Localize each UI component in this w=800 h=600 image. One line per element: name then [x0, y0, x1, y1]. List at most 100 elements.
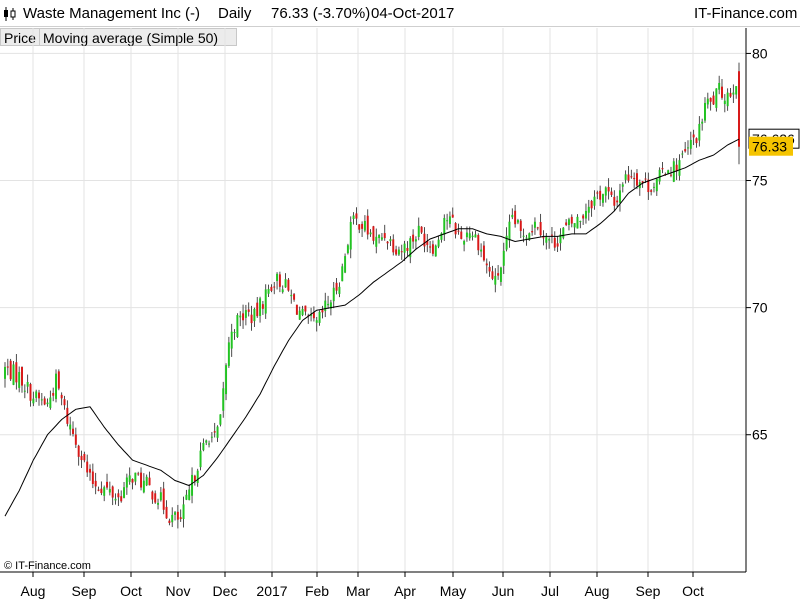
candle-down	[627, 174, 630, 181]
candle-down	[38, 392, 40, 399]
candle-up	[389, 239, 392, 242]
candle-up	[380, 237, 383, 240]
candle-up	[134, 472, 137, 482]
candle-down	[148, 477, 151, 486]
candle-down	[250, 314, 253, 324]
candle-down	[709, 97, 712, 102]
candle-down	[57, 371, 60, 389]
candle-down	[72, 428, 75, 434]
candle-up	[652, 186, 655, 188]
candle-down	[635, 173, 638, 186]
candle-up	[437, 239, 440, 247]
candle-down	[644, 178, 647, 180]
candle-up	[318, 311, 321, 323]
candle-down	[633, 177, 636, 180]
candle-down	[140, 472, 143, 488]
candle-down	[77, 445, 80, 457]
candle-down	[582, 215, 585, 219]
candle-down	[242, 313, 245, 321]
candle-up	[174, 512, 177, 515]
candle-down	[355, 213, 358, 219]
candle-down	[531, 231, 534, 233]
candle-up	[284, 279, 287, 288]
candle-up	[123, 487, 126, 498]
candle-down	[650, 190, 653, 192]
candle-up	[548, 239, 551, 241]
candle-down	[321, 309, 324, 313]
x-tick-label: Jul	[541, 583, 559, 599]
candle-down	[261, 304, 264, 309]
candle-down	[361, 223, 364, 229]
candle-up	[233, 332, 236, 334]
candle-down	[420, 226, 423, 233]
candle-down	[372, 226, 375, 241]
candle-up	[587, 206, 590, 213]
candlestick-icon[interactable]	[3, 6, 17, 22]
candle-up	[332, 287, 335, 302]
candle-down	[692, 134, 695, 138]
candle-up	[417, 225, 420, 237]
candle-up	[706, 98, 709, 105]
candle-up	[601, 194, 604, 203]
candle-up	[49, 397, 52, 408]
candle-down	[383, 233, 386, 239]
candle-down	[482, 245, 485, 261]
candle-down	[400, 251, 403, 253]
y-tick-label: 65	[752, 427, 768, 443]
candle-down	[457, 230, 460, 232]
candle-up	[191, 474, 194, 496]
candle-down	[542, 237, 545, 239]
x-tick-label: Oct	[682, 583, 704, 599]
candle-down	[273, 286, 276, 288]
candle-up	[142, 480, 145, 493]
candle-up	[69, 424, 72, 430]
candle-down	[519, 220, 522, 231]
candle-down	[270, 286, 273, 291]
candle-up	[701, 121, 704, 124]
last-quote: 76.33 (-3.70%)	[271, 5, 371, 22]
candle-up	[239, 315, 242, 318]
candle-down	[312, 312, 315, 319]
candle-up	[344, 256, 347, 273]
candle-down	[366, 215, 369, 235]
candle-up	[46, 402, 49, 405]
candle-up	[352, 215, 355, 219]
candle-up	[103, 487, 106, 496]
candle-up	[55, 373, 57, 399]
candle-down	[661, 168, 664, 170]
candle-down	[100, 488, 103, 494]
candle-up	[735, 86, 738, 95]
candle-up	[471, 235, 474, 238]
candle-down	[193, 475, 196, 481]
candle-down	[477, 234, 480, 251]
x-tick-label: Aug	[21, 583, 46, 599]
candle-up	[159, 492, 162, 501]
candle-up	[559, 234, 562, 244]
candle-up	[210, 436, 213, 438]
candle-down	[550, 234, 553, 236]
candle-down	[247, 309, 250, 312]
legend-price[interactable]: Price	[0, 28, 40, 46]
candle-down	[63, 399, 66, 406]
candle-down	[21, 366, 23, 386]
candle-up	[310, 314, 313, 316]
candle-up	[35, 391, 38, 398]
candle-up	[718, 82, 721, 90]
x-tick-label: Sep	[72, 583, 97, 599]
candle-down	[488, 267, 491, 272]
candle-down	[151, 491, 154, 500]
candle-down	[358, 224, 361, 230]
candle-down	[536, 227, 539, 229]
x-tick-label: Mar	[346, 583, 370, 599]
candle-down	[565, 222, 568, 225]
candle-up	[324, 300, 327, 312]
candle-up	[723, 100, 726, 105]
candle-up	[409, 238, 412, 258]
candle-up	[468, 233, 471, 239]
candle-down	[83, 454, 86, 461]
candle-down	[165, 506, 168, 519]
candle-down	[179, 517, 182, 520]
candle-up	[505, 235, 508, 250]
candle-down	[137, 473, 140, 475]
